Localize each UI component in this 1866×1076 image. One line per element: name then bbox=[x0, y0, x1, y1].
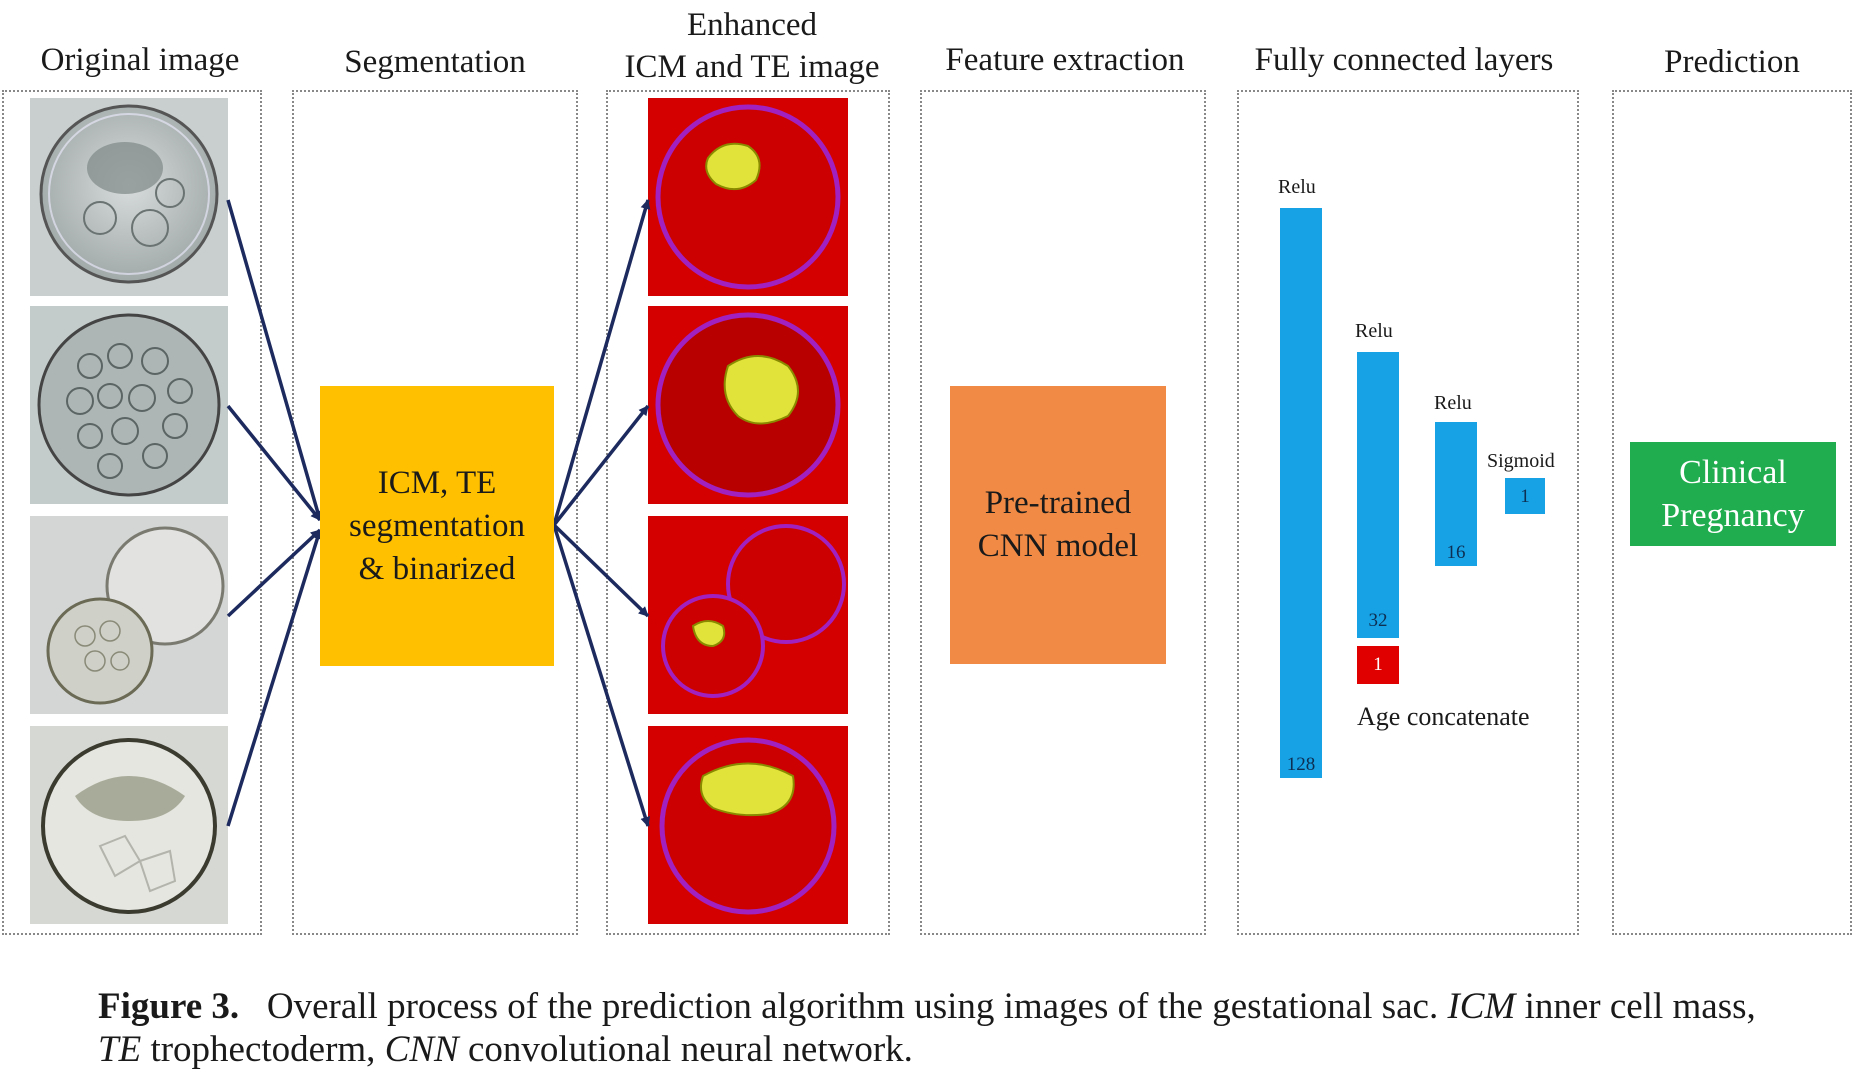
arrow-seg-to-enh4 bbox=[552, 524, 651, 827]
caption-def-cnn: convolutional neural network. bbox=[467, 1029, 913, 1070]
panel-enhanced bbox=[606, 90, 890, 935]
caption-def-te: trophectoderm, bbox=[150, 1029, 376, 1070]
title-original-image: Original image bbox=[40, 42, 240, 78]
clinical-pregnancy-label: Clinical Pregnancy bbox=[1661, 454, 1805, 534]
layer3-activation: Relu bbox=[1434, 392, 1472, 414]
clinical-pregnancy-box: Clinical Pregnancy bbox=[1630, 442, 1836, 546]
title-enhanced-line2: ICM and TE image bbox=[624, 49, 880, 85]
layer3-bar bbox=[1435, 422, 1477, 566]
enhanced-image-4 bbox=[648, 726, 848, 924]
embryo-image-3 bbox=[30, 516, 228, 714]
title-feature-extraction: Feature extraction bbox=[945, 42, 1185, 78]
embryo-image-4 bbox=[30, 726, 228, 924]
segmentation-box-label: ICM, TE segmentation & binarized bbox=[349, 464, 525, 587]
caption-abbr-cnn: CNN bbox=[384, 1029, 459, 1070]
arrow-image4-to-seg bbox=[226, 529, 323, 827]
layer1-activation: Relu bbox=[1278, 176, 1316, 198]
panel-prediction bbox=[1612, 90, 1852, 935]
caption-def-icm: inner cell mass, bbox=[1524, 986, 1756, 1027]
caption-text: Overall process of the prediction algori… bbox=[266, 986, 1439, 1027]
enhanced-image-3 bbox=[648, 516, 848, 714]
title-fully-connected-layers: Fully connected layers bbox=[1254, 42, 1554, 78]
panel-feature-extraction bbox=[920, 90, 1206, 935]
embryo-image-2 bbox=[30, 306, 228, 504]
cnn-model-box: Pre-trained CNN model bbox=[950, 386, 1166, 664]
enhanced-image-2 bbox=[648, 306, 848, 504]
cnn-model-box-label: Pre-trained CNN model bbox=[977, 485, 1139, 564]
layer4-bar bbox=[1505, 478, 1545, 514]
age-concatenate-label: Age concatenate bbox=[1357, 702, 1530, 731]
layer4-activation: Sigmoid bbox=[1487, 450, 1555, 472]
title-segmentation: Segmentation bbox=[344, 44, 526, 80]
title-prediction: Prediction bbox=[1664, 44, 1800, 80]
panel-fully-connected bbox=[1237, 90, 1579, 935]
age-units: 1 bbox=[1373, 654, 1383, 675]
layer4-units: 1 bbox=[1520, 486, 1530, 507]
layer1-bar bbox=[1280, 208, 1322, 778]
enhanced-image-1 bbox=[648, 98, 848, 296]
caption-label: Figure 3. bbox=[98, 986, 240, 1027]
arrow-seg-to-enh1 bbox=[552, 199, 651, 526]
layer1-units: 128 bbox=[1286, 754, 1316, 775]
arrow-seg-to-enh3 bbox=[552, 523, 650, 618]
layer2-bar bbox=[1357, 352, 1399, 638]
title-enhanced-line1: Enhanced bbox=[686, 7, 818, 43]
caption-abbr-icm: ICM bbox=[1447, 986, 1516, 1027]
arrow-image3-to-seg bbox=[226, 528, 322, 618]
caption-abbr-te: TE bbox=[98, 1029, 142, 1070]
arrow-image2-to-seg bbox=[226, 404, 322, 522]
layer3-units: 16 bbox=[1446, 542, 1466, 563]
figure-caption: Figure 3. Overall process of the predict… bbox=[98, 985, 1838, 1071]
layer2-units: 32 bbox=[1368, 610, 1388, 631]
embryo-image-1 bbox=[30, 98, 228, 296]
panel-segmentation bbox=[292, 90, 578, 935]
layer2-activation: Relu bbox=[1355, 320, 1393, 342]
segmentation-box: ICM, TE segmentation & binarized bbox=[320, 386, 554, 666]
age-bar bbox=[1357, 646, 1399, 684]
arrow-image1-to-seg bbox=[226, 199, 323, 521]
arrow-seg-to-enh2 bbox=[552, 404, 650, 527]
panel-original-image bbox=[2, 90, 262, 935]
